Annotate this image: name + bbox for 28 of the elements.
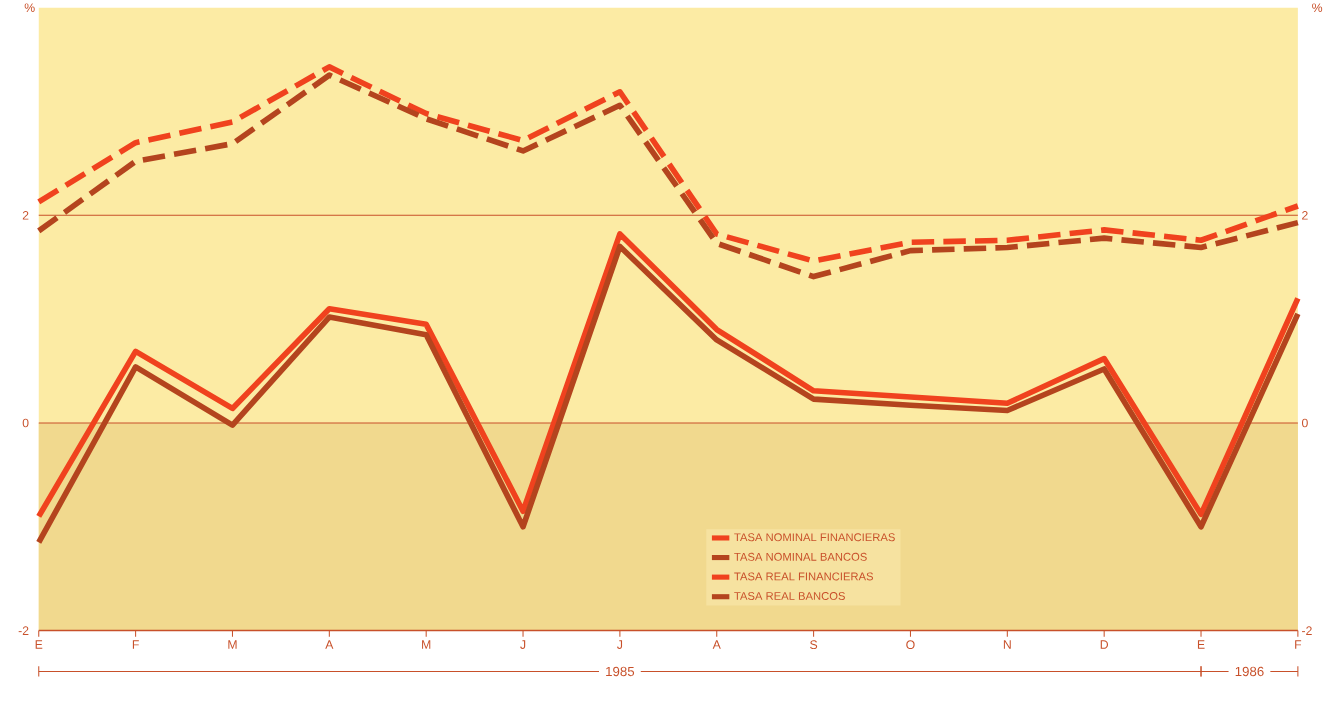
legend-label: TASA REAL BANCOS: [734, 591, 845, 600]
y-tick-label: 2: [22, 210, 29, 220]
legend-label: TASA NOMINAL BANCOS: [734, 552, 867, 561]
y2-tick-label: 2: [1302, 210, 1308, 220]
x-tick-label: J: [520, 640, 526, 649]
x-tick-label: N: [1003, 640, 1011, 649]
y-tick-label: 0: [22, 418, 29, 428]
x-tick-label: S: [810, 640, 818, 649]
x-tick-label: A: [712, 640, 721, 649]
y2-tick-label: 0: [1301, 418, 1308, 428]
text: 1986: [1235, 666, 1264, 676]
x-tick-label: M: [228, 640, 237, 649]
x-tick-label: J: [617, 640, 623, 649]
text: 1985: [606, 666, 635, 676]
y-axis-title: %: [24, 3, 35, 12]
legend-label: TASA REAL FINANCIERAS: [734, 572, 874, 581]
legend-label: TASA NOMINAL FINANCIERAS: [734, 533, 895, 542]
x-tick-label: D: [1100, 640, 1109, 649]
x-tick-label: F: [132, 640, 139, 649]
x-tick-label: O: [906, 640, 915, 649]
x-tick-label: E: [1197, 640, 1205, 649]
x-tick-label: E: [35, 640, 43, 649]
y2-axis-title: %: [1312, 3, 1323, 12]
x-tick-label: M: [422, 640, 431, 649]
y-tick-label: -2: [18, 626, 29, 635]
x-tick-label: F: [1295, 640, 1302, 649]
x-tick-label: A: [325, 640, 334, 649]
y2-tick-label: -2: [1302, 626, 1312, 635]
